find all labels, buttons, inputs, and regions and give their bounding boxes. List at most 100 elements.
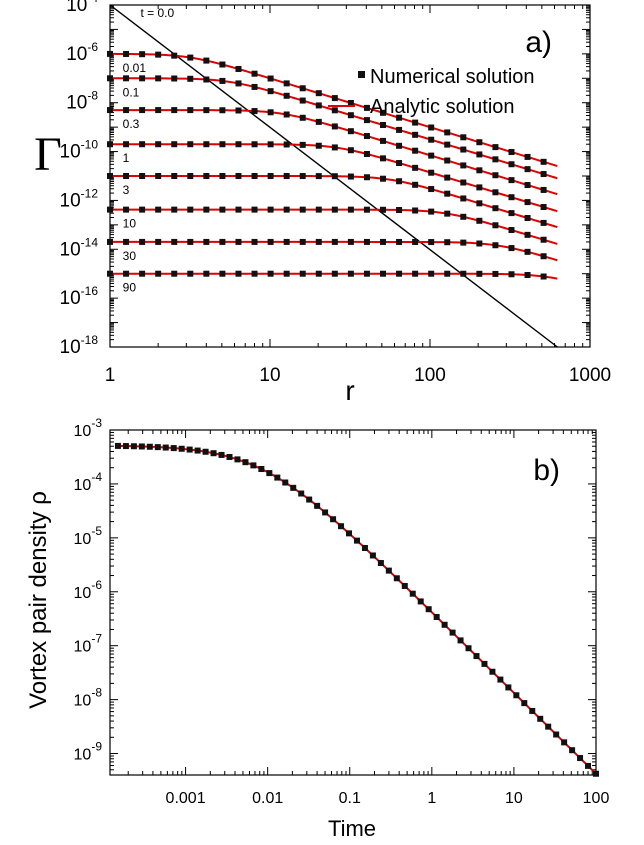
numerical-point-0.1	[283, 92, 290, 99]
numerical-point-0.3	[219, 107, 226, 114]
numerical-point-30	[219, 238, 226, 245]
panel-a-x-tick-label: 100	[414, 365, 446, 386]
panel-a-y-tick-labels: 10-4 10-6 10-8 10-10 10-12 10-14 10-16 10-18	[60, 0, 99, 358]
numerical-point-density	[138, 443, 145, 450]
numerical-point-0.3	[460, 162, 467, 169]
numerical-point-0.1	[380, 122, 387, 129]
numerical-point-10	[251, 206, 258, 213]
numerical-point-3	[363, 174, 370, 181]
numerical-point-0.3	[123, 107, 130, 114]
numerical-point-0.01	[267, 75, 274, 82]
numerical-point-10	[508, 227, 515, 234]
numerical-point-30	[331, 238, 338, 245]
numerical-point-3	[331, 173, 338, 180]
numerical-point-density	[433, 613, 440, 620]
numerical-point-0.01	[299, 85, 306, 92]
numerical-point-90	[428, 270, 435, 277]
numerical-point-density	[202, 448, 209, 455]
numerical-point-1	[444, 174, 451, 181]
numerical-point-density	[513, 692, 520, 699]
numerical-point-90	[540, 273, 547, 280]
numerical-point-0.01	[331, 95, 338, 102]
panel-b-x-tick-label: 0.1	[339, 790, 361, 807]
panel-b-y-axis-title: Vortex pair density ρ	[25, 491, 52, 709]
numerical-point-90	[508, 271, 515, 278]
numerical-point-3	[444, 190, 451, 197]
numerical-point-0.01	[107, 50, 113, 57]
numerical-point-90	[235, 270, 242, 277]
numerical-point-1	[267, 141, 274, 148]
numerical-point-3	[219, 173, 226, 180]
numerical-point-density	[401, 582, 408, 589]
numerical-point-0.3	[315, 118, 322, 125]
numerical-point-density	[226, 453, 233, 460]
numerical-point-0.1	[187, 75, 194, 82]
numerical-point-0.1	[412, 131, 419, 138]
numerical-point-90	[412, 270, 419, 277]
numerical-point-1	[524, 199, 531, 206]
numerical-point-90	[363, 270, 370, 277]
numerical-point-0.3	[203, 107, 210, 114]
panel-b-x-tick-label: 100	[583, 790, 610, 807]
numerical-point-10	[283, 206, 290, 213]
panel-a-y-tick-label: 10-18	[60, 333, 99, 358]
numerical-point-density	[353, 537, 360, 544]
numerical-point-90	[315, 270, 322, 277]
panel-b-y-tick-label: 10-3	[74, 416, 103, 440]
numerical-point-density	[593, 770, 599, 777]
numerical-point-density	[170, 445, 177, 452]
numerical-point-90	[283, 270, 290, 277]
numerical-point-30	[476, 240, 483, 247]
numerical-point-3	[412, 181, 419, 188]
numerical-point-30	[428, 239, 435, 246]
numerical-point-0.3	[235, 107, 242, 114]
panel-a-y-tick-label: 10-10	[60, 138, 99, 163]
numerical-point-density	[449, 629, 456, 636]
numerical-point-1	[380, 155, 387, 162]
numerical-point-10	[123, 206, 130, 213]
numerical-point-1	[187, 141, 194, 148]
numerical-point-10	[396, 206, 403, 213]
numerical-point-density	[154, 444, 161, 451]
numerical-point-0.1	[299, 97, 306, 104]
numerical-point-0.01	[476, 139, 483, 146]
numerical-point-density	[114, 442, 121, 449]
numerical-point-density	[314, 502, 321, 509]
numerical-point-density	[497, 676, 504, 683]
numerical-point-density	[545, 723, 552, 730]
numerical-point-density	[130, 443, 137, 450]
numerical-point-density	[346, 530, 353, 537]
numerical-point-3	[299, 173, 306, 180]
numerical-point-90	[331, 270, 338, 277]
numerical-point-0.3	[428, 152, 435, 159]
numerical-point-density	[537, 715, 544, 722]
numerical-point-0.3	[347, 128, 354, 135]
numerical-point-0.1	[492, 156, 499, 163]
numerical-point-density	[338, 523, 345, 530]
numerical-point-density	[577, 755, 584, 762]
numerical-point-density	[529, 707, 536, 714]
numerical-point-30	[267, 238, 274, 245]
numerical-point-0.3	[508, 177, 515, 184]
numerical-point-0.3	[107, 107, 113, 114]
panel-b-y-tick-label: 10-4	[74, 470, 103, 494]
numerical-point-90	[171, 270, 178, 277]
numerical-point-10	[171, 206, 178, 213]
numerical-point-30	[155, 238, 162, 245]
numerical-point-0.1	[267, 88, 274, 95]
numerical-point-3	[540, 219, 547, 226]
numerical-point-0.3	[524, 182, 531, 189]
panel-a-numerical-markers	[107, 50, 547, 280]
numerical-point-0.01	[283, 80, 290, 87]
numerical-point-30	[299, 238, 306, 245]
panel-b-label: b)	[533, 454, 560, 487]
numerical-point-10	[524, 231, 531, 238]
numerical-point-0.01	[187, 54, 194, 61]
numerical-point-density	[162, 444, 169, 451]
numerical-point-0.01	[492, 144, 499, 151]
numerical-point-0.3	[155, 107, 162, 114]
numerical-point-90	[123, 270, 130, 277]
panel-b: 0.001 0.01 0.1 1 10 100 10-310-410-510-610-71…	[25, 416, 609, 841]
numerical-point-0.3	[476, 167, 483, 174]
